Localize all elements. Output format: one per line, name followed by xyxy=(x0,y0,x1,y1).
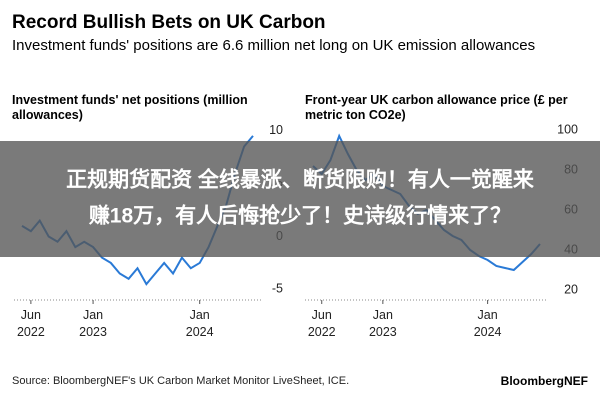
x-tick-label-line: 2024 xyxy=(186,325,214,339)
x-tick-label-line: Jan xyxy=(373,308,393,322)
brand: BloombergNEF xyxy=(500,374,588,388)
overlay-text: 赚18万，有人后悔抢少了！史诗级行情来了？ xyxy=(89,204,511,228)
x-tick-label-line: 2023 xyxy=(79,325,107,339)
x-tick-label: Jan 2023 xyxy=(369,308,397,339)
x-tick-label-line: 2022 xyxy=(308,325,336,339)
overlay-text: 正规期货配资 全线暴涨、断货限购！有人一觉醒来 xyxy=(66,168,535,192)
y-tick-label: 100 xyxy=(557,122,578,136)
y-tick-label: -5 xyxy=(272,282,283,296)
overlay-band xyxy=(0,141,600,257)
chart-title: Investment funds' net positions (million… xyxy=(12,93,248,122)
x-tick-label: Jun 2022 xyxy=(17,308,45,339)
x-tick-label-line: Jan xyxy=(478,308,498,322)
x-tick-label: Jun 2022 xyxy=(308,308,336,339)
x-tick-label-line: 2024 xyxy=(474,325,502,339)
x-tick-label-line: 2023 xyxy=(369,325,397,339)
y-tick-label: 20 xyxy=(564,282,578,296)
x-tick-label-line: 2022 xyxy=(17,325,45,339)
x-tick-label-line: Jun xyxy=(312,308,332,322)
x-tick-label-line: Jan xyxy=(83,308,103,322)
title: Record Bullish Bets on UK Carbon xyxy=(12,12,326,33)
chart-title: Front-year UK carbon allowance price (£ … xyxy=(305,93,568,122)
x-tick-label: Jan 2023 xyxy=(79,308,107,339)
source: Source: BloombergNEF's UK Carbon Market … xyxy=(12,375,350,387)
subtitle: Investment funds' positions are 6.6 mill… xyxy=(12,37,536,54)
x-tick-label: Jan 2024 xyxy=(186,308,214,339)
x-tick-label-line: Jan xyxy=(190,308,210,322)
x-tick-label-line: Jun xyxy=(21,308,41,322)
y-tick-label: 10 xyxy=(269,123,283,137)
x-tick-label: Jan 2024 xyxy=(474,308,502,339)
